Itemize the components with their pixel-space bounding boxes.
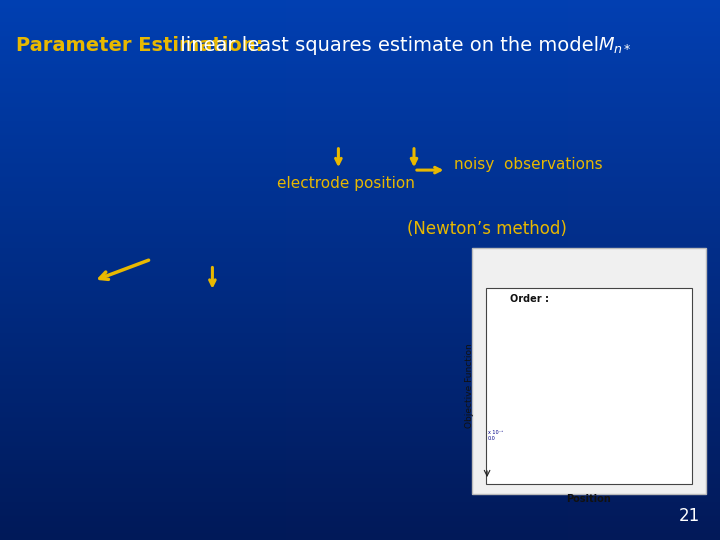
Text: noisy  observations: noisy observations	[454, 157, 602, 172]
Text: Order :: Order :	[510, 294, 549, 304]
Text: (Newton’s method): (Newton’s method)	[407, 220, 567, 239]
Text: linear least squares estimate on the model: linear least squares estimate on the mod…	[174, 36, 606, 56]
Text: 21: 21	[678, 507, 700, 525]
Text: Objective Function: Objective Function	[465, 343, 474, 428]
Text: x 10⁻³
0.0: x 10⁻³ 0.0	[488, 430, 503, 441]
Text: Parameter Estimation:: Parameter Estimation:	[16, 36, 264, 56]
Text: Position: Position	[566, 494, 611, 504]
Bar	[472, 248, 706, 494]
Bar	[485, 288, 691, 484]
Text: $M_{n*}$: $M_{n*}$	[598, 35, 631, 55]
Text: electrode position: electrode position	[277, 176, 415, 191]
